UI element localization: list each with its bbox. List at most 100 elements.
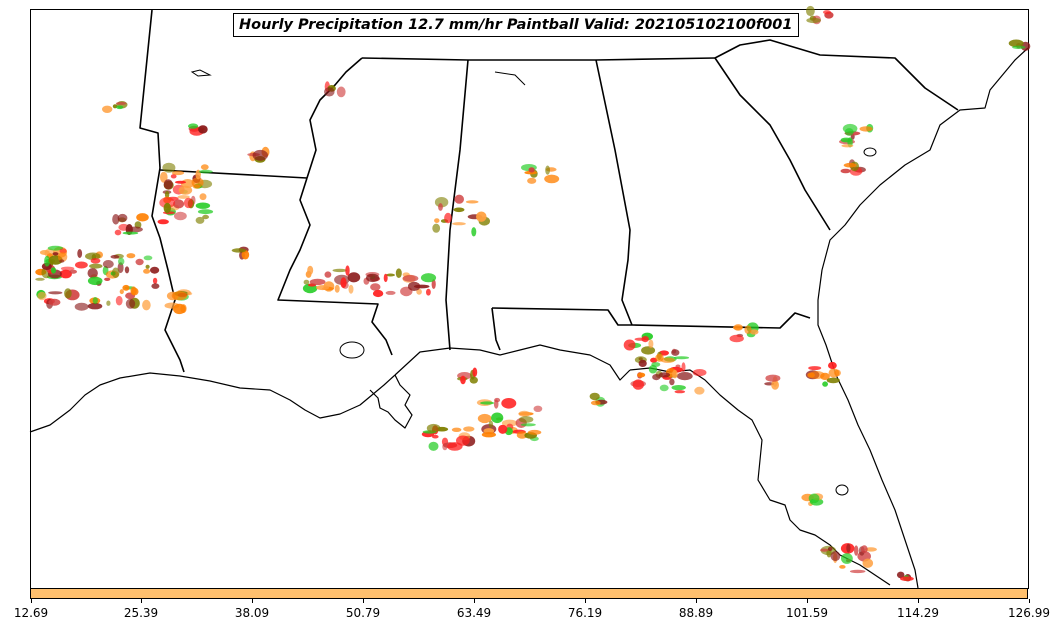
precip-paintball (241, 250, 250, 260)
precip-paintball (518, 410, 531, 417)
precip-paintball (434, 197, 449, 208)
precip-paintball (111, 267, 120, 279)
lake-okeechobee (835, 484, 849, 496)
precip-paintball (896, 571, 905, 579)
precip-paintball (198, 169, 213, 174)
precip-paintball (520, 423, 536, 427)
gulf-coastline-texas (29, 372, 396, 433)
louisiana-delta-coast (369, 374, 413, 429)
alabama-florida-west (491, 307, 501, 351)
precip-paintball (452, 222, 466, 226)
precip-paintball (130, 286, 137, 296)
colorbar-tick-label: 25.39 (123, 606, 159, 620)
precip-paintball (454, 194, 465, 204)
precip-paintball (195, 216, 205, 224)
precip-paintball (431, 279, 436, 289)
precip-paintball (39, 250, 50, 255)
precip-paintball (118, 257, 125, 265)
colorbar-tick-mark (31, 599, 32, 603)
precip-paintball (175, 180, 186, 184)
precip-paintball (157, 219, 169, 225)
precip-paintball (199, 193, 207, 201)
precip-paintball (183, 197, 194, 209)
colorbar-tick-mark (585, 599, 586, 603)
precip-paintball (501, 419, 518, 427)
precip-paintball (834, 369, 841, 377)
precip-paintball (426, 288, 431, 296)
precip-paintball (460, 375, 466, 385)
precip-paintball (830, 551, 841, 562)
precip-paintball (827, 546, 833, 551)
precip-paintball (839, 565, 846, 569)
precip-paintball (1008, 39, 1024, 48)
precip-paintball (347, 272, 361, 283)
precip-paintball (122, 231, 139, 235)
precip-paintball (694, 386, 705, 395)
precip-paintball (444, 212, 452, 224)
precip-paintball (188, 123, 199, 129)
precip-paintball (659, 384, 669, 392)
precip-paintball (744, 325, 752, 335)
colorbar-tick-label: 76.19 (567, 606, 603, 620)
precip-paintball (864, 547, 877, 552)
precip-paintball (195, 202, 211, 209)
precip-paintball (494, 397, 501, 403)
precip-paintball (142, 299, 151, 311)
precip-paintball (843, 162, 857, 168)
precip-paintball (544, 174, 560, 184)
precip-paintball (125, 298, 136, 309)
lake-pontchartrain (339, 341, 365, 359)
precip-paintball (117, 262, 124, 274)
precip-paintball (519, 416, 534, 423)
precip-paintball (806, 5, 815, 17)
atlantic-coastline (817, 47, 1029, 589)
precip-paintball (151, 283, 160, 289)
alabama-florida-border (491, 307, 811, 329)
precip-paintball (74, 302, 89, 311)
precip-paintball (92, 297, 98, 304)
precip-paintball (202, 214, 210, 220)
precip-paintball (386, 273, 395, 277)
precip-paintball (524, 170, 537, 175)
precip-paintball (426, 423, 441, 433)
precip-paintball (104, 277, 111, 281)
precip-paintball (44, 255, 51, 267)
colorbar-tick-mark (363, 599, 364, 603)
precip-paintball (57, 252, 68, 262)
colorbar-tick-label: 126.99 (1008, 606, 1050, 620)
precip-paintball (488, 420, 494, 428)
precip-paintball (428, 441, 439, 451)
precip-paintball (623, 339, 636, 351)
precip-paintball (231, 248, 247, 253)
colorbar-tick-mark (474, 599, 475, 603)
precip-paintball (854, 545, 859, 556)
precip-paintball (170, 174, 177, 179)
precip-paintball (472, 367, 478, 377)
precip-paintball (87, 303, 103, 310)
precip-paintball (900, 576, 914, 581)
precip-paintball (637, 372, 646, 378)
tennessee-southern-border (361, 57, 716, 61)
lakes (190, 69, 877, 496)
precip-paintball (115, 101, 127, 105)
precip-paintball (136, 213, 149, 222)
precip-paintball (324, 271, 332, 278)
mississippi-alabama-border (445, 59, 469, 351)
precip-paintball (197, 209, 214, 215)
precip-paintball (438, 203, 443, 211)
precip-paintball (143, 268, 151, 274)
precip-paintball (334, 284, 340, 293)
precip-paintball (733, 324, 743, 331)
state-boundaries (139, 9, 959, 373)
precip-paintball (476, 211, 487, 222)
colorbar-tick-mark (1029, 599, 1030, 603)
precip-paintball (729, 334, 744, 343)
precip-paintball (48, 291, 63, 295)
precip-paintball (655, 353, 664, 362)
precip-paintball (749, 329, 759, 335)
precip-paintball (50, 267, 57, 274)
precip-paintball (434, 218, 440, 224)
precip-paintball (77, 249, 83, 258)
precip-paintball (808, 366, 822, 371)
precip-paintball (808, 493, 820, 504)
